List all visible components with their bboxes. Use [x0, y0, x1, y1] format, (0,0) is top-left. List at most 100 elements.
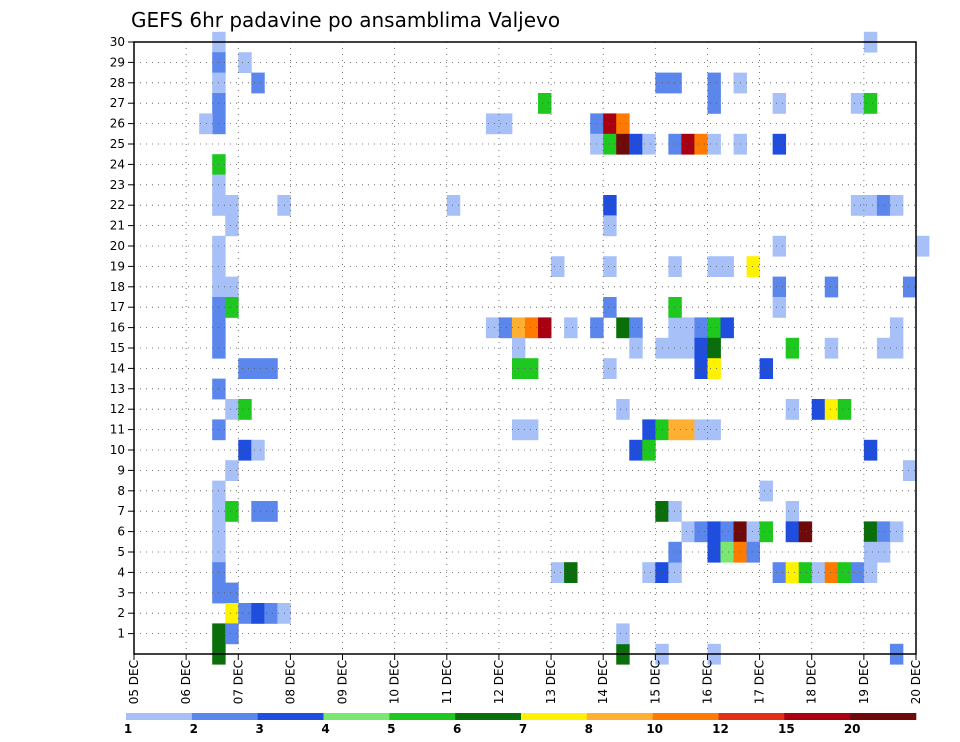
y-tick-label: 2	[117, 606, 125, 620]
heatmap-cell	[564, 562, 578, 583]
heatmap-cell	[603, 297, 617, 318]
x-tick-label: 20 DEC	[909, 660, 923, 704]
heatmap-cell	[863, 562, 878, 583]
heatmap-cell	[916, 235, 930, 257]
colorbar-swatch	[389, 713, 456, 720]
y-tick-label: 1	[117, 627, 125, 641]
heatmap-cell	[525, 317, 539, 339]
colorbar-label: 8	[585, 722, 593, 736]
heatmap-cell	[251, 358, 265, 379]
heatmap-cell	[225, 215, 239, 237]
y-tick-label: 15	[110, 341, 125, 355]
heatmap-cell	[759, 521, 774, 543]
x-tick-label: 07 DEC	[231, 660, 245, 704]
colorbar-swatch	[126, 713, 193, 720]
y-tick-label: 27	[110, 96, 125, 110]
heatmap-cell	[681, 317, 695, 339]
heatmap-cell	[238, 52, 252, 73]
heatmap-cell	[629, 133, 643, 155]
y-tick-label: 17	[110, 300, 125, 314]
heatmap-cell	[746, 521, 760, 543]
heatmap-cell	[694, 133, 708, 155]
heatmap-cell	[446, 195, 461, 216]
x-tick-label: 16 DEC	[700, 660, 714, 704]
heatmap-cell	[798, 562, 813, 583]
colorbar-label: 4	[321, 722, 329, 736]
heatmap-cell	[603, 215, 617, 237]
y-tick-label: 5	[117, 545, 125, 559]
chart-title: GEFS 6hr padavine po ansamblima Valjevo	[131, 8, 560, 32]
x-tick-label: 18 DEC	[805, 660, 819, 704]
heatmap-cell	[616, 317, 630, 339]
heatmap-cells	[199, 31, 930, 665]
heatmap-cell	[707, 256, 721, 277]
heatmap-cell	[225, 603, 239, 624]
heatmap-cell	[746, 541, 760, 563]
y-tick-label: 13	[110, 382, 125, 396]
heatmap-cell	[772, 235, 787, 257]
colorbar-swatch	[784, 713, 851, 720]
heatmap-cell	[694, 337, 708, 359]
x-tick-label: 09 DEC	[336, 660, 350, 704]
x-tick-label: 19 DEC	[857, 660, 871, 704]
colorbar-label: 6	[453, 722, 461, 736]
y-tick-label: 4	[117, 565, 125, 579]
heatmap-cell	[264, 603, 278, 624]
heatmap-cell	[668, 337, 682, 359]
heatmap-cell	[837, 562, 852, 583]
y-tick-label: 8	[117, 484, 125, 498]
heatmap-cell	[538, 93, 552, 114]
colorbar-label: 15	[778, 722, 795, 736]
y-axis-ticks: 1234567891011121314151617181920212223242…	[110, 35, 134, 641]
heatmap-cell	[681, 521, 695, 543]
heatmap-cell	[863, 195, 878, 216]
heatmap-cell	[238, 603, 252, 624]
y-tick-label: 11	[110, 423, 125, 437]
y-tick-label: 21	[110, 219, 125, 233]
x-tick-label: 15 DEC	[648, 660, 662, 704]
colorbar-swatch	[718, 713, 785, 720]
heatmap-cell	[225, 623, 239, 645]
heatmap-cell	[485, 113, 500, 135]
gridlines	[134, 41, 916, 654]
heatmap-cell	[668, 541, 682, 563]
heatmap-cell	[707, 419, 721, 441]
heatmap-cell	[772, 562, 787, 583]
heatmap-cell	[668, 419, 682, 441]
heatmap-cell	[681, 419, 695, 441]
colorbar-label: 10	[646, 722, 663, 736]
heatmap-cell	[525, 419, 539, 441]
y-tick-label: 30	[110, 35, 125, 49]
heatmap-cell	[485, 317, 500, 339]
colorbar-label: 5	[387, 722, 395, 736]
heatmap-cell	[824, 276, 839, 298]
heatmap-cell	[850, 93, 865, 114]
colorbar-swatch	[323, 713, 390, 720]
colorbar-swatch	[586, 713, 653, 720]
heatmap-cell	[785, 399, 800, 420]
heatmap-cell	[694, 358, 708, 379]
colorbar-swatch	[521, 713, 588, 720]
heatmap-cell	[824, 337, 839, 359]
colorbar-swatch	[850, 713, 917, 720]
heatmap-cell	[785, 562, 800, 583]
heatmap-cell	[720, 521, 734, 543]
heatmap-cell	[798, 521, 813, 543]
heatmap-cell	[498, 317, 513, 339]
heatmap-cell	[876, 541, 891, 563]
heatmap-cell	[902, 276, 917, 298]
heatmap-cell	[850, 195, 865, 216]
heatmap-cell	[772, 276, 787, 298]
y-tick-label: 20	[110, 239, 125, 253]
y-tick-label: 29	[110, 55, 125, 69]
heatmap-cell	[759, 358, 774, 379]
heatmap-cell	[629, 317, 643, 339]
heatmap-cell	[251, 439, 265, 461]
x-tick-label: 13 DEC	[544, 660, 558, 704]
colorbar-swatch	[455, 713, 522, 720]
x-tick-label: 10 DEC	[388, 660, 402, 704]
heatmap-cell	[225, 195, 239, 216]
heatmap-cell	[225, 399, 239, 420]
heatmap-cell	[668, 256, 682, 277]
heatmap-cell	[785, 337, 800, 359]
